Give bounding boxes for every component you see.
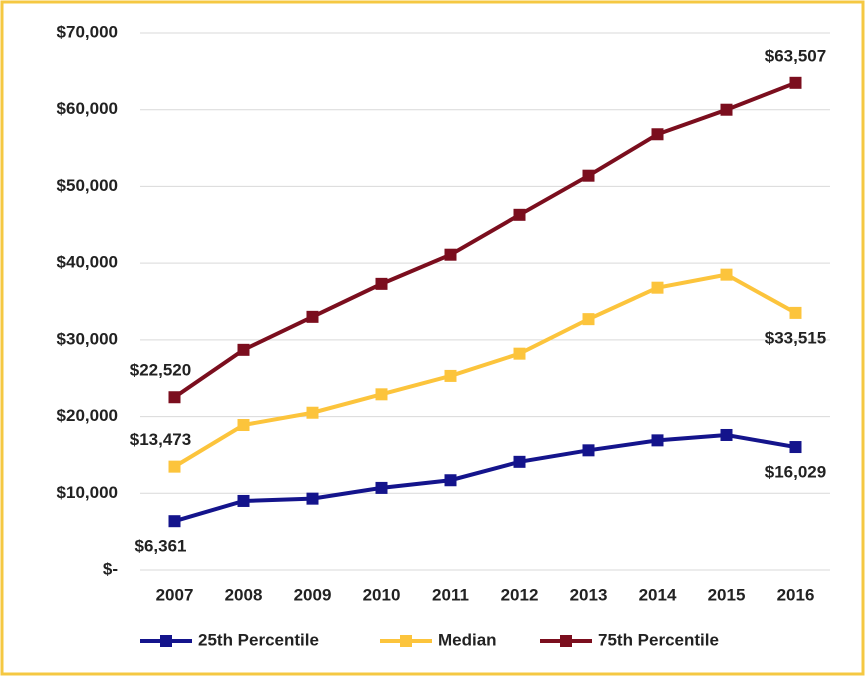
data-label: $33,515: [765, 328, 826, 347]
data-label: $16,029: [765, 463, 826, 482]
point-marker: [237, 343, 250, 356]
legend-marker: [560, 635, 572, 647]
point-marker: [444, 248, 457, 261]
x-tick-label: 2011: [432, 585, 469, 604]
y-tick-label: $30,000: [57, 329, 118, 348]
point-marker: [375, 277, 388, 290]
series-line: [173, 272, 797, 469]
point-marker: [306, 406, 319, 419]
x-tick-label: 2009: [294, 585, 332, 604]
point-marker: [168, 460, 181, 473]
x-tick-label: 2015: [708, 585, 746, 604]
point-marker: [651, 281, 664, 294]
point-marker: [651, 128, 664, 141]
data-label: $6,361: [135, 537, 187, 556]
x-tick-label: 2014: [639, 585, 677, 604]
point-marker: [720, 103, 733, 116]
point-marker: [306, 492, 319, 505]
y-tick-label: $50,000: [57, 176, 118, 195]
legend-label: 75th Percentile: [598, 630, 719, 649]
x-tick-label: 2016: [777, 585, 815, 604]
x-tick-label: 2007: [156, 585, 194, 604]
data-label: $22,520: [130, 361, 191, 380]
point-marker: [582, 444, 595, 457]
point-marker: [513, 455, 526, 468]
y-tick-label: $70,000: [57, 22, 118, 41]
point-marker: [168, 515, 181, 528]
legend-label: Median: [438, 630, 497, 649]
point-marker: [789, 306, 802, 319]
x-tick-label: 2010: [363, 585, 401, 604]
point-marker: [237, 494, 250, 507]
series-line: [173, 432, 796, 524]
point-marker: [513, 208, 526, 221]
y-tick-label: $20,000: [57, 406, 118, 425]
point-marker: [375, 481, 388, 494]
point-marker: [375, 388, 388, 401]
x-tick-label: 2012: [501, 585, 539, 604]
point-marker: [444, 369, 457, 382]
point-marker: [582, 313, 595, 326]
legend-marker: [160, 635, 172, 647]
y-tick-label: $40,000: [57, 253, 118, 272]
point-marker: [237, 419, 250, 432]
x-tick-label: 2013: [570, 585, 608, 604]
point-marker: [720, 428, 733, 441]
point-marker: [168, 391, 181, 404]
legend-marker: [400, 635, 412, 647]
data-label: $63,507: [765, 46, 826, 65]
point-marker: [651, 434, 664, 447]
point-marker: [444, 474, 457, 487]
point-marker: [306, 310, 319, 323]
y-tick-label: $60,000: [57, 99, 118, 118]
y-tick-label: $10,000: [57, 483, 118, 502]
series-line: [173, 80, 797, 399]
point-marker: [582, 169, 595, 182]
point-marker: [720, 268, 733, 281]
point-marker: [513, 347, 526, 360]
y-tick-label: $-: [103, 559, 118, 578]
point-marker: [789, 441, 802, 454]
x-tick-label: 2008: [225, 585, 263, 604]
point-marker: [789, 76, 802, 89]
data-label: $13,473: [130, 430, 191, 449]
legend-label: 25th Percentile: [198, 630, 319, 649]
